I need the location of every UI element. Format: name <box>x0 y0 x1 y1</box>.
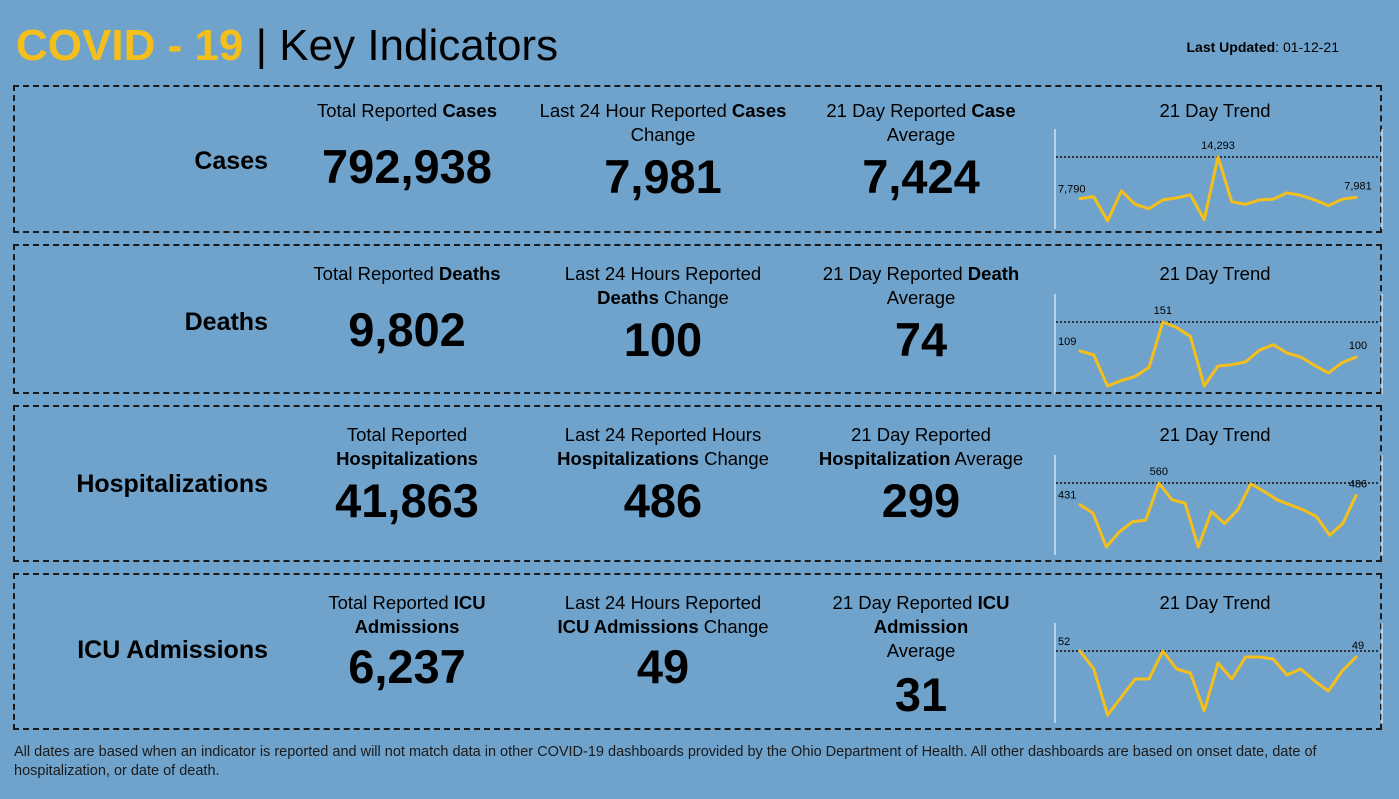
col-header: Total Reported Hospitalizations <box>336 424 478 469</box>
col-header: Total Reported ICU Admissions <box>328 592 486 637</box>
24h-icu-value: 49 <box>636 640 690 693</box>
last-updated-value: : 01-12-21 <box>1275 39 1339 55</box>
footnote: All dates are based when an indicator is… <box>14 744 1317 779</box>
total-icu-value: 6,237 <box>348 640 466 693</box>
panel-hospitalizations: Hospitalizations Total Reported Hospital… <box>13 405 1384 562</box>
trend-series-line <box>1078 320 1358 388</box>
row-label-icu: ICU Admissions <box>77 636 268 664</box>
avg-deaths-value: 74 <box>894 313 948 366</box>
col-header: Last 24 Reported Hours Hospitalizations … <box>557 424 769 469</box>
trend-series-line <box>1078 155 1358 223</box>
col-header: Total Reported Deaths <box>313 263 501 284</box>
trend-label-end: 7,981 <box>1344 180 1372 192</box>
trend-title-icu: 21 Day Trend <box>1159 592 1271 613</box>
avg-hosp-value: 299 <box>881 474 961 527</box>
col-header: 21 Day Reported Hospitalization Average <box>818 424 1024 469</box>
row-label-hospitalizations: Hospitalizations <box>76 470 268 498</box>
title-covid: COVID - 19 <box>16 21 244 70</box>
sparkline-hosp: 431 560 486 <box>1054 455 1384 555</box>
trend-label-end: 49 <box>1352 640 1364 652</box>
col-header: Last 24 Hour Reported Cases Change <box>539 100 787 145</box>
col-24h-icu: Last 24 Hours Reported ICU Admissions Ch… <box>538 591 788 695</box>
title-separator: | <box>243 21 280 70</box>
trend-title-deaths: 21 Day Trend <box>1159 263 1271 284</box>
trend-label-start: 7,790 <box>1058 184 1086 196</box>
last-updated-label: Last Updated <box>1186 39 1276 55</box>
trend-title-hosp: 21 Day Trend <box>1159 424 1271 445</box>
panel-icu: ICU Admissions Total Reported ICU Admiss… <box>13 573 1384 730</box>
col-total-hosp: Total Reported Hospitalizations 41,863 <box>282 423 532 529</box>
col-header: 21 Day Reported ICU Admission Average <box>832 592 1010 661</box>
trend-label-peak: 14,293 <box>1201 140 1235 152</box>
sparkline-icu: 52 49 <box>1054 623 1384 723</box>
col-24h-cases: Last 24 Hour Reported Cases Change 7,981 <box>538 99 788 205</box>
row-label-cases: Cases <box>194 147 268 175</box>
col-total-cases: Total Reported Cases 792,938 <box>282 99 532 195</box>
avg-icu-value: 31 <box>894 668 948 721</box>
row-label-deaths: Deaths <box>184 308 268 336</box>
avg-cases-value: 7,424 <box>862 150 980 203</box>
col-header: Last 24 Hours Reported ICU Admissions Ch… <box>557 592 769 637</box>
last-updated: Last Updated: 01-12-21 <box>1186 39 1339 55</box>
trend-title-cases: 21 Day Trend <box>1159 100 1271 121</box>
total-hosp-value: 41,863 <box>335 474 479 527</box>
col-avg-hosp: 21 Day Reported Hospitalization Average … <box>796 423 1046 529</box>
sparkline-deaths: 109 151 100 <box>1054 294 1384 394</box>
panel-deaths: Deaths Total Reported Deaths 9,802 Last … <box>13 244 1384 394</box>
trend-series-line <box>1078 481 1358 549</box>
24h-deaths-value: 100 <box>623 313 703 366</box>
col-avg-deaths: 21 Day Reported Death Average 74 <box>796 262 1046 368</box>
page-title: COVID - 19 | Key Indicators <box>16 18 558 74</box>
panel-cases: Cases Total Reported Cases 792,938 Last … <box>13 85 1384 233</box>
24h-cases-value: 7,981 <box>604 150 722 203</box>
trend-label-start: 52 <box>1058 636 1070 648</box>
col-total-icu: Total Reported ICU Admissions 6,237 <box>282 591 532 695</box>
trend-label-start: 109 <box>1058 336 1076 348</box>
title-key-indicators: Key Indicators <box>279 21 559 70</box>
col-header: 21 Day Reported Death Average <box>822 263 1020 308</box>
sparkline-cases: 7,790 14,293 7,981 <box>1054 129 1384 229</box>
total-deaths-value: 9,802 <box>348 303 466 356</box>
col-header: Last 24 Hours Reported Deaths Change <box>564 263 762 308</box>
col-24h-hosp: Last 24 Reported Hours Hospitalizations … <box>538 423 788 529</box>
col-header: Total Reported Cases <box>317 100 497 121</box>
trend-series-line <box>1078 649 1358 717</box>
total-cases-value: 792,938 <box>322 140 492 193</box>
col-header: 21 Day Reported Case Average <box>826 100 1016 145</box>
trend-label-end: 486 <box>1349 478 1367 490</box>
col-24h-deaths: Last 24 Hours Reported Deaths Change 100 <box>538 262 788 368</box>
col-avg-cases: 21 Day Reported Case Average 7,424 <box>796 99 1046 205</box>
col-total-deaths: Total Reported Deaths 9,802 <box>282 262 532 358</box>
trend-label-end: 100 <box>1349 340 1367 352</box>
trend-label-peak: 151 <box>1154 305 1172 317</box>
col-avg-icu: 21 Day Reported ICU Admission Average 31 <box>796 591 1046 723</box>
trend-label-start: 431 <box>1058 490 1076 502</box>
trend-label-peak: 560 <box>1150 466 1168 478</box>
24h-hosp-value: 486 <box>623 474 703 527</box>
